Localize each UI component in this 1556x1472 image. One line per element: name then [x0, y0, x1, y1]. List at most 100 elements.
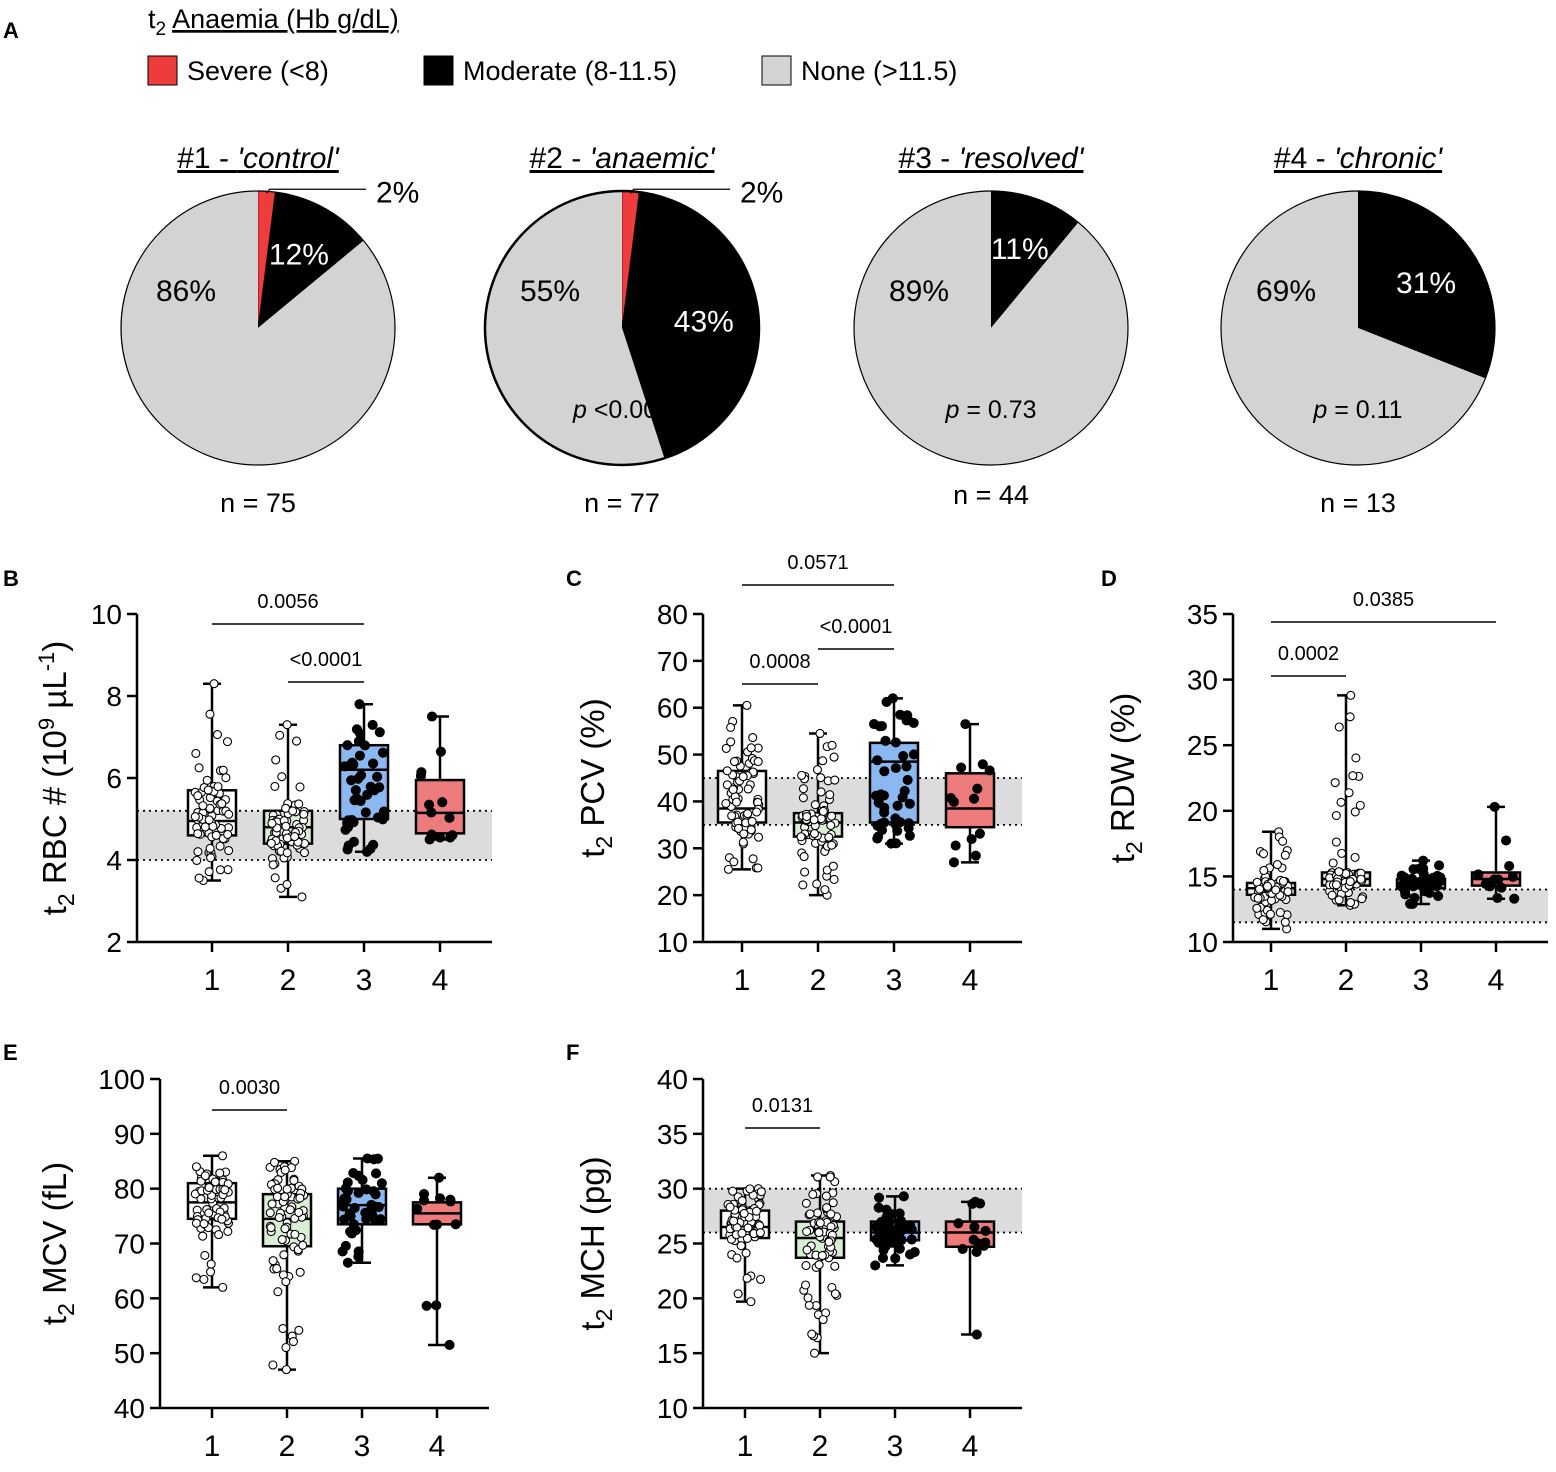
data-point [1280, 850, 1290, 860]
data-point [294, 799, 304, 809]
data-point [1434, 860, 1445, 871]
data-point [742, 1273, 752, 1283]
data-point [1328, 858, 1338, 868]
pie-n-label: n = 75 [220, 488, 296, 518]
y-tick-label: 20 [1187, 796, 1218, 827]
y-tick-label: 50 [114, 1338, 145, 1369]
data-point [204, 1183, 214, 1193]
data-point [290, 832, 300, 842]
data-point [285, 1205, 295, 1215]
pie-slice-moderate [991, 191, 1079, 328]
pie-title: #1 - 'control' [177, 142, 340, 175]
data-point [1275, 907, 1285, 918]
pie-outline [120, 190, 396, 466]
data-point [191, 748, 201, 758]
pie-label-severe: 2% [376, 176, 419, 209]
data-point [957, 1243, 968, 1254]
data-point [1345, 877, 1355, 887]
data-point [748, 854, 758, 864]
data-point [828, 861, 838, 871]
y-label-text: RBC # (10 [36, 730, 73, 893]
data-point [1492, 892, 1503, 904]
y-axis-label: t2 MCV (fL) [36, 1162, 79, 1325]
data-point [288, 1336, 298, 1347]
data-point [353, 1170, 364, 1181]
data-point [418, 1188, 430, 1200]
data-point [1336, 797, 1346, 807]
data-point [194, 763, 204, 773]
data-point [731, 797, 742, 807]
pie-label-moderate: 12% [269, 239, 329, 272]
data-point [191, 1273, 201, 1283]
data-point [1473, 869, 1484, 880]
data-point [870, 1260, 881, 1271]
data-point [741, 1248, 751, 1258]
data-point [812, 879, 822, 889]
pie-slice-moderate [622, 192, 759, 459]
box-group-3 [336, 1153, 388, 1268]
pie-title-italic: 'anaemic' [590, 142, 716, 175]
data-point [191, 1162, 202, 1172]
y-tick-label: 50 [657, 740, 688, 771]
y-label-prefix: t [574, 1321, 611, 1330]
data-point [1278, 836, 1288, 846]
data-point [412, 1203, 423, 1214]
data-point [902, 774, 913, 786]
y-label-sup2: -1 [34, 652, 59, 672]
pie-title: #4 - 'chronic' [1274, 142, 1443, 175]
comparison-p-value: 0.0008 [749, 651, 810, 673]
data-point [722, 780, 732, 790]
comparison-p-value: 0.0056 [257, 591, 318, 613]
data-point [812, 765, 823, 775]
data-point [373, 1201, 384, 1213]
data-point [984, 765, 995, 776]
pie-p-text: = 0.11 [1327, 396, 1402, 424]
data-point [368, 1186, 379, 1197]
data-point [1272, 860, 1282, 870]
pie-title-italic: 'control' [237, 142, 340, 175]
data-point [199, 1274, 209, 1284]
data-point [214, 1230, 224, 1240]
pie-slice-none [484, 191, 665, 466]
data-point [200, 1171, 210, 1181]
data-point [733, 1289, 743, 1299]
data-point [751, 1206, 761, 1216]
data-point [215, 1168, 225, 1178]
data-point [1337, 848, 1347, 858]
y-label-end: ) [36, 641, 73, 652]
y-tick-label: 70 [657, 646, 688, 677]
data-point [829, 752, 839, 762]
data-point [206, 1259, 216, 1269]
data-point [356, 770, 367, 781]
box-group-3 [868, 693, 920, 849]
data-point [1278, 876, 1288, 886]
data-point [205, 843, 215, 854]
data-point [426, 711, 438, 722]
panel-label-A: A [3, 18, 19, 43]
legend-title-text: Anaemia (Hb g/dL) [172, 4, 399, 34]
data-point [275, 730, 285, 740]
data-point [726, 737, 736, 747]
data-point [354, 750, 365, 761]
data-point [1348, 771, 1358, 781]
data-point [289, 1175, 299, 1186]
data-point [200, 1250, 210, 1261]
y-label-text: PCV (%) [574, 698, 611, 836]
data-point [890, 838, 902, 849]
data-point [204, 815, 214, 825]
y-tick-label: 25 [657, 1229, 688, 1260]
x-tick-label: 4 [432, 964, 449, 997]
x-tick-label: 2 [1338, 964, 1355, 997]
data-point [282, 848, 292, 858]
data-point [224, 845, 234, 856]
data-point [868, 718, 880, 730]
pie-n-label: n = 13 [1320, 488, 1396, 518]
data-point [879, 807, 890, 818]
data-point [202, 775, 212, 785]
y-tick-label: 10 [657, 1393, 688, 1424]
y-label-sub: 2 [53, 893, 79, 906]
data-point [815, 728, 825, 739]
data-point [829, 874, 839, 885]
pie-label-moderate: 11% [991, 233, 1049, 266]
